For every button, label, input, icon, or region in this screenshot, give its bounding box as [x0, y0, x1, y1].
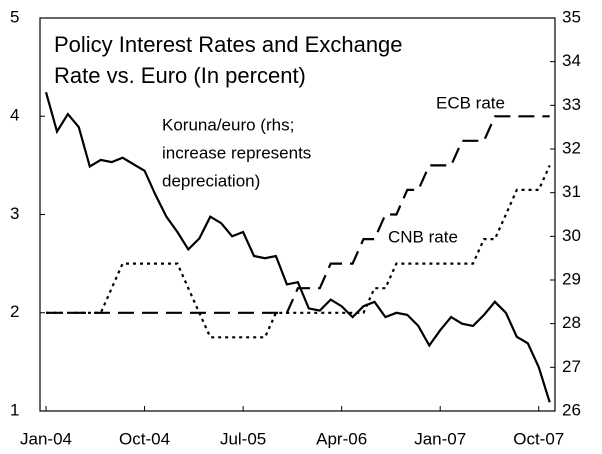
y2-tick-label: 34 — [562, 51, 581, 70]
y2-tick-label: 27 — [562, 357, 581, 376]
x-tick-label: Oct-07 — [513, 429, 564, 448]
y-tick-label: 5 — [10, 7, 19, 26]
annotation: increase represents — [162, 143, 311, 162]
y2-tick-label: 26 — [562, 400, 581, 419]
y2-tick-label: 32 — [562, 138, 581, 157]
series-line — [46, 164, 551, 339]
x-tick-label: Oct-04 — [119, 429, 170, 448]
annotation: depreciation) — [162, 171, 260, 190]
y-tick-label: 4 — [10, 106, 19, 125]
series-label: CNB rate — [388, 227, 458, 246]
x-tick-label: Jul-05 — [220, 429, 266, 448]
series-label: ECB rate — [436, 93, 505, 112]
y2-tick-label: 31 — [562, 182, 581, 201]
chart-title: Rate vs. Euro (In percent) — [54, 63, 306, 88]
x-tick-label: Jan-07 — [414, 429, 466, 448]
x-tick-label: Jan-04 — [20, 429, 72, 448]
y2-tick-label: 28 — [562, 313, 581, 332]
y-tick-label: 3 — [10, 204, 19, 223]
y-tick-label: 1 — [10, 400, 19, 419]
y2-tick-label: 30 — [562, 226, 581, 245]
series-line — [46, 115, 550, 314]
x-tick-label: Apr-06 — [316, 429, 367, 448]
y-tick-label: 2 — [10, 302, 19, 321]
y2-tick-label: 29 — [562, 269, 581, 288]
chart-title: Policy Interest Rates and Exchange — [54, 32, 403, 57]
series-line — [44, 91, 551, 403]
y2-tick-label: 35 — [562, 7, 581, 26]
annotation: Koruna/euro (rhs; — [162, 115, 294, 134]
y2-tick-label: 33 — [562, 95, 581, 114]
